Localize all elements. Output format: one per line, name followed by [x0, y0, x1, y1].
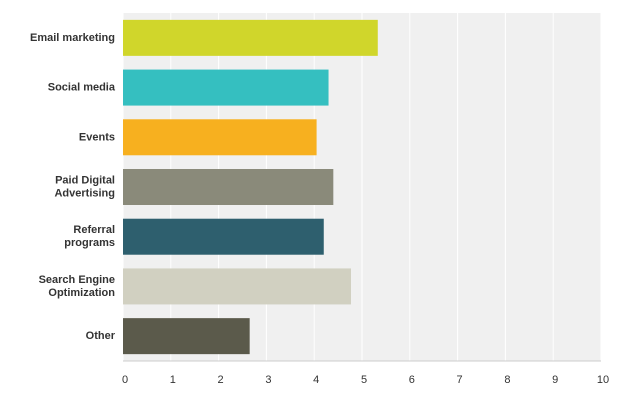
x-tick-label: 7 [457, 374, 463, 386]
bar [123, 268, 352, 305]
x-tick-label: 9 [552, 374, 558, 386]
y-tick-label: Referral programs [64, 224, 115, 249]
y-tick-label: Other [86, 330, 116, 342]
bar [123, 69, 329, 106]
bar [123, 318, 250, 355]
x-tick-label: 2 [218, 374, 224, 386]
bar [123, 119, 317, 156]
bar [123, 19, 378, 56]
y-tick-label: Events [79, 131, 115, 143]
x-tick-label: 1 [170, 374, 176, 386]
x-tick-label: 10 [597, 374, 609, 386]
x-tick-label: 3 [265, 374, 271, 386]
y-tick-label: Paid Digital Advertising [54, 174, 115, 199]
y-tick-label: Search Engine Optimization [39, 274, 116, 299]
bar [123, 218, 324, 255]
x-tick-label: 0 [122, 374, 128, 386]
bar [123, 169, 334, 205]
x-tick-label: 5 [361, 374, 367, 386]
x-tick-label: 6 [409, 374, 415, 386]
x-tick-label: 4 [313, 374, 319, 386]
y-tick-label: Email marketing [30, 32, 115, 44]
x-tick-label: 8 [504, 374, 510, 386]
y-tick-label: Social media [48, 81, 116, 93]
